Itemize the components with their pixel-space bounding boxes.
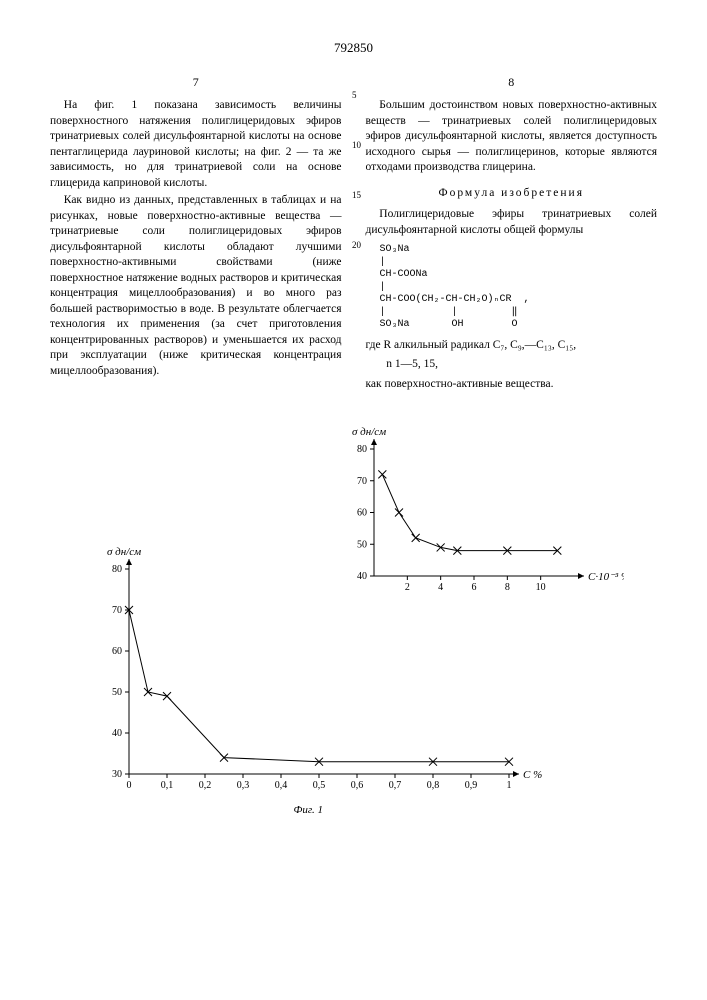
- left-col-number: 7: [50, 74, 342, 90]
- line-number-marks: 5 10 15 20: [352, 90, 361, 250]
- svg-text:σ дн/см: σ дн/см: [352, 426, 386, 438]
- svg-text:50: 50: [112, 687, 122, 698]
- svg-text:70: 70: [112, 605, 122, 616]
- svg-text:0,2: 0,2: [198, 780, 211, 791]
- paragraph: Большим достоинством новых поверхностно-…: [366, 98, 658, 176]
- line-num: 20: [352, 240, 361, 250]
- svg-text:σ дн/см: σ дн/см: [107, 546, 141, 558]
- svg-text:0,3: 0,3: [236, 780, 249, 791]
- figure-1: 2468104050607080σ дн/смC·10⁻³ % 00,10,20…: [74, 424, 634, 824]
- svg-text:60: 60: [112, 646, 122, 657]
- left-column: 7 На фиг. 1 показана зависимость величин…: [50, 74, 342, 394]
- svg-text:70: 70: [357, 476, 367, 487]
- svg-text:0,7: 0,7: [388, 780, 401, 791]
- right-column: 8 Большим достоинством новых поверхностн…: [366, 74, 658, 394]
- svg-text:C %: C %: [523, 769, 542, 781]
- line-num: 15: [352, 190, 361, 200]
- svg-text:60: 60: [357, 508, 367, 519]
- svg-text:80: 80: [112, 564, 122, 575]
- svg-text:0,5: 0,5: [312, 780, 325, 791]
- line-num: 10: [352, 140, 361, 150]
- page: 792850 7 На фиг. 1 показана зависимость …: [0, 0, 707, 824]
- svg-text:30: 30: [112, 769, 122, 780]
- patent-number: 792850: [50, 40, 657, 56]
- right-col-number: 8: [366, 74, 658, 90]
- svg-text:C·10⁻³ %: C·10⁻³ %: [588, 571, 624, 583]
- paragraph: На фиг. 1 показана зависимость величины …: [50, 98, 342, 191]
- svg-text:0,1: 0,1: [160, 780, 173, 791]
- svg-text:0,9: 0,9: [464, 780, 477, 791]
- svg-text:40: 40: [112, 728, 122, 739]
- main-chart: 0 0,1 0,2 0,3 0,4 0,5 0,6 0,7 0,8 0,9 1 30 40 50 60 70 8…: [74, 544, 554, 804]
- where-clause: где R алкильный радикал C₇, C₉,—C₁₃, C₁₅…: [366, 338, 658, 354]
- svg-text:0,8: 0,8: [426, 780, 439, 791]
- paragraph: Как видно из данных, представленных в та…: [50, 193, 342, 379]
- line-num: 5: [352, 90, 361, 100]
- where-clause: как поверхностно-активные вещества.: [366, 377, 658, 393]
- paragraph: Полиглицеридовые эфиры тринатриевых соле…: [366, 207, 658, 238]
- formula-heading: Формула изобретения: [366, 186, 658, 202]
- svg-text:0,6: 0,6: [350, 780, 363, 791]
- where-clause: n 1—5, 15,: [366, 357, 658, 373]
- svg-text:80: 80: [357, 444, 367, 455]
- figure-caption: Фиг. 1: [294, 804, 324, 816]
- svg-text:0: 0: [126, 780, 131, 791]
- svg-text:1: 1: [506, 780, 511, 791]
- chemical-structure: SO₃Na | CH-COONa | CH-COO(CH₂-CH-CH₂O)ₙC…: [380, 244, 658, 332]
- svg-text:0,4: 0,4: [274, 780, 287, 791]
